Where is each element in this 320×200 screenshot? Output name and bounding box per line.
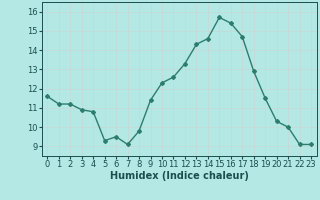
X-axis label: Humidex (Indice chaleur): Humidex (Indice chaleur) bbox=[110, 171, 249, 181]
